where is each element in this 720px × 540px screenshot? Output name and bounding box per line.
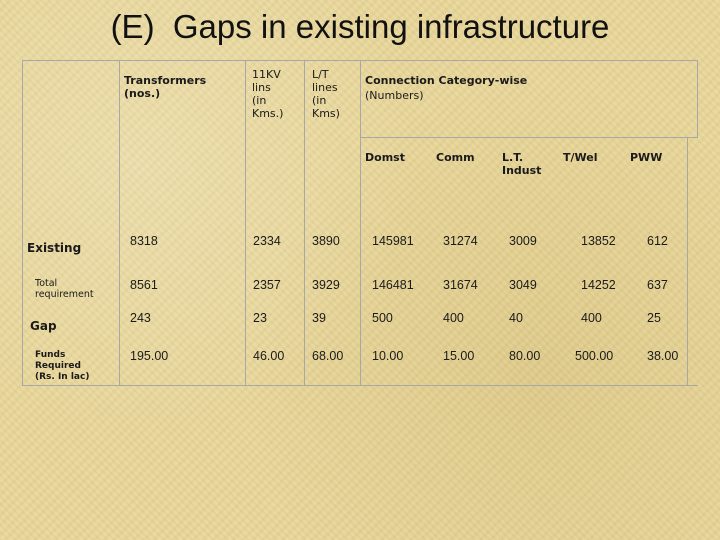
table-cell: 500 <box>372 311 393 325</box>
table-cell: 243 <box>130 311 151 325</box>
row-label-total-requirement: Total requirement <box>35 278 94 300</box>
table-cell: 13852 <box>581 234 616 248</box>
table-border-left <box>22 60 23 386</box>
table-cell: 500.00 <box>575 349 614 363</box>
table-cell: 2357 <box>253 278 281 292</box>
table-cell: 15.00 <box>443 349 475 363</box>
row-label-existing: Existing <box>27 241 82 255</box>
header-cat-domst: Domst <box>365 151 405 164</box>
table-cell: 10.00 <box>372 349 404 363</box>
table-cell: 3049 <box>509 278 537 292</box>
table-col-rule-4 <box>360 60 361 386</box>
table-col-rule-1 <box>119 60 120 386</box>
table-border-right-bottom <box>687 137 688 386</box>
page-title: (E) Gaps in existing infrastructure <box>110 8 610 45</box>
row-label-funds-required: Funds Required (Rs. In lac) <box>35 350 90 382</box>
table-cell: 31674 <box>443 278 478 292</box>
table-col-rule-2 <box>245 60 246 386</box>
table-cell: 40 <box>509 311 523 325</box>
table-rule-header-mid <box>360 137 698 138</box>
table-cell: 400 <box>443 311 464 325</box>
table-cell: 68.00 <box>312 349 344 363</box>
header-cat-pww: PWW <box>630 151 663 164</box>
table-cell: 2334 <box>253 234 281 248</box>
header-cat-twel: T/Wel <box>563 151 598 164</box>
table-cell: 612 <box>647 234 668 248</box>
table-cell: 46.00 <box>253 349 285 363</box>
table-cell: 23 <box>253 311 267 325</box>
table-cell: 145981 <box>372 234 414 248</box>
table-cell: 3929 <box>312 278 340 292</box>
header-connection-numbers: (Numbers) <box>365 89 424 102</box>
table-cell: 25 <box>647 311 661 325</box>
table-cell: 8318 <box>130 234 158 248</box>
header-cat-comm: Comm <box>436 151 475 164</box>
header-transformers: Transformers (nos.) <box>124 74 207 100</box>
header-connection-category: Connection Category-wise <box>365 74 528 87</box>
table-border-right-top <box>697 60 698 138</box>
table-cell: 39 <box>312 311 326 325</box>
table-col-rule-3 <box>304 60 305 386</box>
header-cat-lt-indust: L.T. Indust <box>502 151 542 177</box>
table-cell: 38.00 <box>647 349 679 363</box>
header-11kv-lines: 11KV lins (in Kms.) <box>252 68 284 120</box>
table-cell: 80.00 <box>509 349 541 363</box>
table-cell: 3009 <box>509 234 537 248</box>
table-cell: 31274 <box>443 234 478 248</box>
table-cell: 3890 <box>312 234 340 248</box>
table-cell: 14252 <box>581 278 616 292</box>
header-lt-lines: L/T lines (in Kms) <box>312 68 340 120</box>
table-cell: 8561 <box>130 278 158 292</box>
table-cell: 146481 <box>372 278 414 292</box>
table-cell: 637 <box>647 278 668 292</box>
table-cell: 400 <box>581 311 602 325</box>
row-label-gap: Gap <box>30 319 57 333</box>
table-cell: 195.00 <box>130 349 169 363</box>
